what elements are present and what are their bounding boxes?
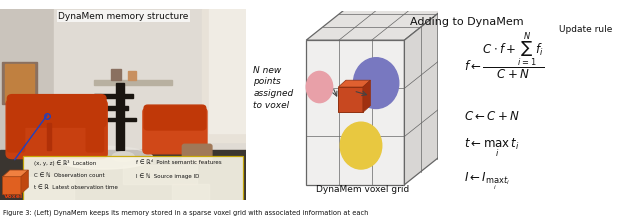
Polygon shape (307, 40, 404, 185)
Text: Update rule: Update rule (559, 25, 612, 33)
FancyBboxPatch shape (8, 95, 106, 127)
Polygon shape (363, 80, 371, 112)
FancyBboxPatch shape (182, 144, 212, 163)
Ellipse shape (112, 152, 134, 161)
Text: $C \leftarrow C + N$: $C \leftarrow C + N$ (464, 110, 520, 123)
Text: f ∈ ℝᵈ  Point semantic features: f ∈ ℝᵈ Point semantic features (136, 161, 221, 166)
Bar (111, 69, 121, 80)
Ellipse shape (353, 58, 399, 108)
Text: Voxel: Voxel (4, 194, 23, 199)
Text: DynaMem memory structure: DynaMem memory structure (58, 12, 188, 21)
Bar (54, 9, 246, 158)
Bar (25, 177, 74, 200)
Text: C ∈ ℕ  Observation count: C ∈ ℕ Observation count (35, 173, 105, 178)
Bar (93, 94, 133, 99)
Bar (202, 9, 246, 142)
Bar (5, 64, 35, 102)
Text: t ∈ ℝ  Latest observation time: t ∈ ℝ Latest observation time (35, 185, 118, 190)
Polygon shape (404, 1, 454, 185)
FancyBboxPatch shape (86, 110, 104, 152)
Bar (209, 9, 246, 133)
FancyBboxPatch shape (144, 105, 205, 130)
Bar (173, 184, 209, 200)
Ellipse shape (307, 71, 333, 103)
FancyBboxPatch shape (24, 156, 243, 201)
Text: $I \leftarrow I_{\max_i t_i}$: $I \leftarrow I_{\max_i t_i}$ (464, 170, 510, 192)
Text: (x, y, z) ∈ ℝ³  Location: (x, y, z) ∈ ℝ³ Location (35, 161, 97, 166)
Bar (339, 87, 363, 112)
Bar (123, 165, 197, 184)
FancyBboxPatch shape (8, 106, 25, 152)
Bar (91, 118, 136, 121)
Text: DynaMem voxel grid: DynaMem voxel grid (316, 186, 410, 194)
Polygon shape (307, 1, 454, 40)
Bar (93, 80, 173, 85)
Bar (128, 71, 136, 80)
Polygon shape (21, 170, 28, 194)
Bar (0, 9, 54, 158)
Text: $f \leftarrow \dfrac{C \cdot f + \sum_{i=1}^{N} f_i}{C + N}$: $f \leftarrow \dfrac{C \cdot f + \sum_{i… (464, 30, 545, 81)
Text: $t \leftarrow \max_i \, t_i$: $t \leftarrow \max_i \, t_i$ (464, 136, 520, 159)
Text: I ∈ ℕ  Source image ID: I ∈ ℕ Source image ID (136, 173, 199, 179)
FancyBboxPatch shape (2, 176, 21, 194)
Text: N new
points
assigned
to voxel: N new points assigned to voxel (253, 66, 294, 110)
Bar (0, 150, 246, 200)
Text: Adding to DynaMem: Adding to DynaMem (410, 17, 524, 27)
Text: Figure 3: (Left) DynaMem keeps its memory stored in a sparse voxel grid with ass: Figure 3: (Left) DynaMem keeps its memor… (3, 209, 369, 216)
Ellipse shape (54, 146, 153, 169)
Polygon shape (339, 80, 371, 87)
Bar (3, 62, 37, 104)
Bar (47, 123, 51, 150)
FancyBboxPatch shape (143, 108, 207, 154)
FancyBboxPatch shape (6, 99, 107, 159)
Bar (99, 106, 128, 110)
Polygon shape (3, 170, 28, 177)
Ellipse shape (340, 122, 381, 169)
Bar (0, 9, 246, 158)
Bar (116, 83, 124, 150)
